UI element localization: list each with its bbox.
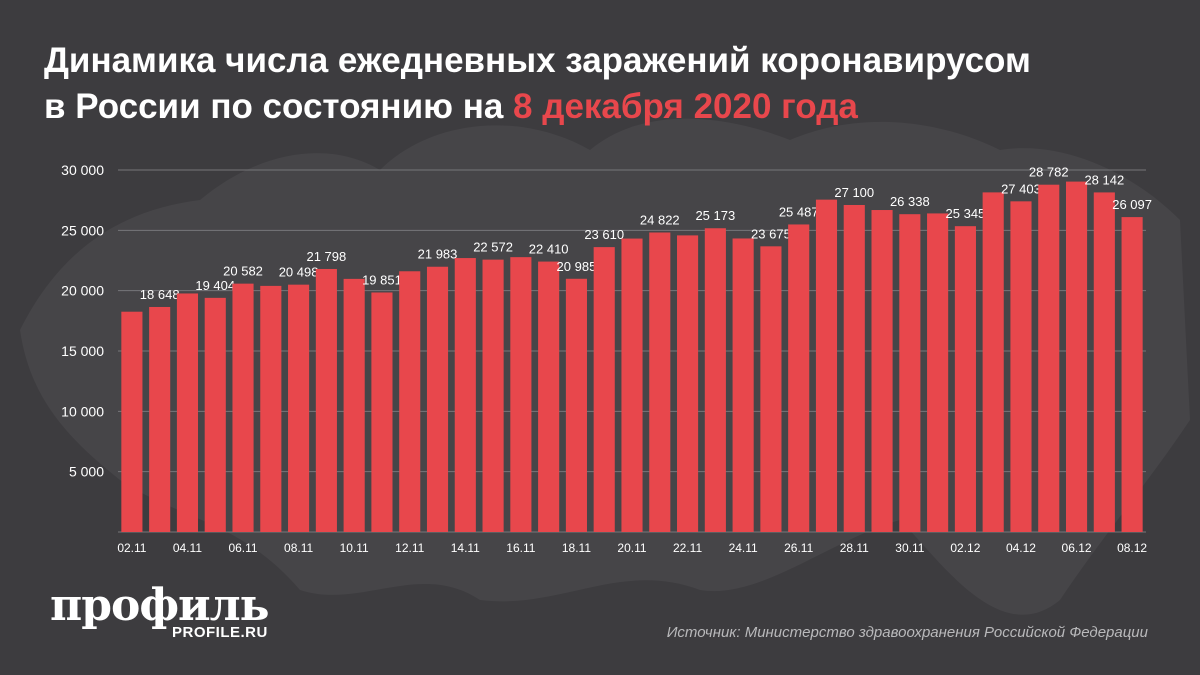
bar-value-label: 26 097 [1112,197,1152,212]
bar-value-label: 24 822 [640,212,680,227]
bar-value-label: 25 345 [946,206,986,221]
profile-logo: профиль [50,580,270,631]
bar [315,268,337,532]
title-line-2: в России по состоянию на 8 декабря 2020 … [44,84,1164,130]
title-line-2-prefix: в России по состоянию на [44,87,514,126]
bar [426,266,449,532]
profile-logo-url: PROFILE.RU [172,624,268,641]
bar [176,293,199,532]
bar-value-label: 20 582 [223,264,263,279]
x-tick-label: 02.12 [950,541,980,555]
bar [538,261,560,532]
x-tick-label: 08.12 [1117,541,1147,555]
bar-value-label: 23 610 [584,227,624,242]
bar [482,259,504,532]
bar-value-label: 27 403 [1001,181,1041,196]
bar [788,224,810,533]
bar-value-label: 21 798 [306,249,346,264]
y-tick-label: 5 000 [69,464,104,480]
bar-value-label: 28 142 [1084,172,1124,187]
bar [704,228,726,533]
bar [1093,192,1115,532]
bar [815,199,838,532]
bar [649,232,671,532]
bar [760,246,782,533]
bar-value-label: 21 983 [418,247,458,262]
bar [1038,184,1060,532]
x-tick-label: 12.11 [395,541,424,555]
bar-value-label: 23 675 [751,226,791,241]
bar-value-label: 19 404 [195,278,235,293]
bar [288,284,310,532]
bar [1065,181,1088,532]
bar [899,214,921,532]
bar-value-label: 20 498 [279,265,319,280]
bar-value-label: 22 410 [529,242,569,257]
bar-value-label: 27 100 [834,185,874,200]
bar [510,257,532,532]
x-tick-label: 16.11 [506,541,535,555]
y-tick-label: 30 000 [61,162,104,178]
bar [621,238,643,532]
bar-value-label: 20 985 [557,259,597,274]
bar-value-label: 19 851 [362,272,402,287]
y-tick-label: 15 000 [61,343,104,359]
bar [843,204,865,532]
x-tick-label: 28.11 [840,541,869,555]
bar-value-label: 22 572 [473,240,513,255]
source-note: Источник: Министерство здравоохранения Р… [666,624,1148,641]
x-tick-label: 08.11 [284,541,313,555]
title-date-accent: 8 декабря 2020 года [513,87,858,126]
bar [260,285,282,532]
bar [927,213,949,532]
x-tick-label: 10.11 [340,541,369,555]
bar [677,235,699,532]
x-tick-label: 24.11 [729,541,758,555]
bar-value-label: 28 782 [1029,165,1069,180]
bar [149,306,171,532]
bar [204,297,226,532]
bar-value-label: 18 648 [140,287,180,302]
bar-value-label: 25 487 [779,204,819,219]
bar [1121,217,1143,533]
bar [1010,201,1032,532]
bar [343,278,365,532]
x-tick-label: 22.11 [673,541,702,555]
bar [982,192,1004,532]
bar [593,247,615,532]
bar [121,311,143,532]
y-tick-label: 25 000 [61,222,104,238]
chart-title: Динамика числа ежедневных заражений коро… [44,38,1164,130]
y-tick-label: 20 000 [61,283,104,299]
x-tick-label: 26.11 [784,541,813,555]
x-tick-label: 06.11 [228,541,257,555]
x-tick-label: 14.11 [451,541,480,555]
bar-value-label: 25 173 [695,208,735,223]
x-tick-label: 30.11 [895,541,924,555]
x-tick-label: 06.12 [1062,541,1092,555]
bar-value-label: 26 338 [890,194,930,209]
x-tick-label: 04.12 [1006,541,1036,555]
bar [371,292,393,532]
bar [954,226,976,532]
bar [732,238,754,533]
x-tick-label: 02.11 [117,541,146,555]
y-tick-label: 10 000 [61,403,104,419]
bar [871,210,893,532]
x-tick-label: 04.11 [173,541,202,555]
x-tick-label: 18.11 [562,541,591,555]
x-tick-label: 20.11 [617,541,646,555]
bar [399,271,421,532]
bar [454,258,476,532]
title-line-1: Динамика числа ежедневных заражений коро… [44,41,1031,80]
bar [232,283,254,532]
bar [565,278,587,532]
